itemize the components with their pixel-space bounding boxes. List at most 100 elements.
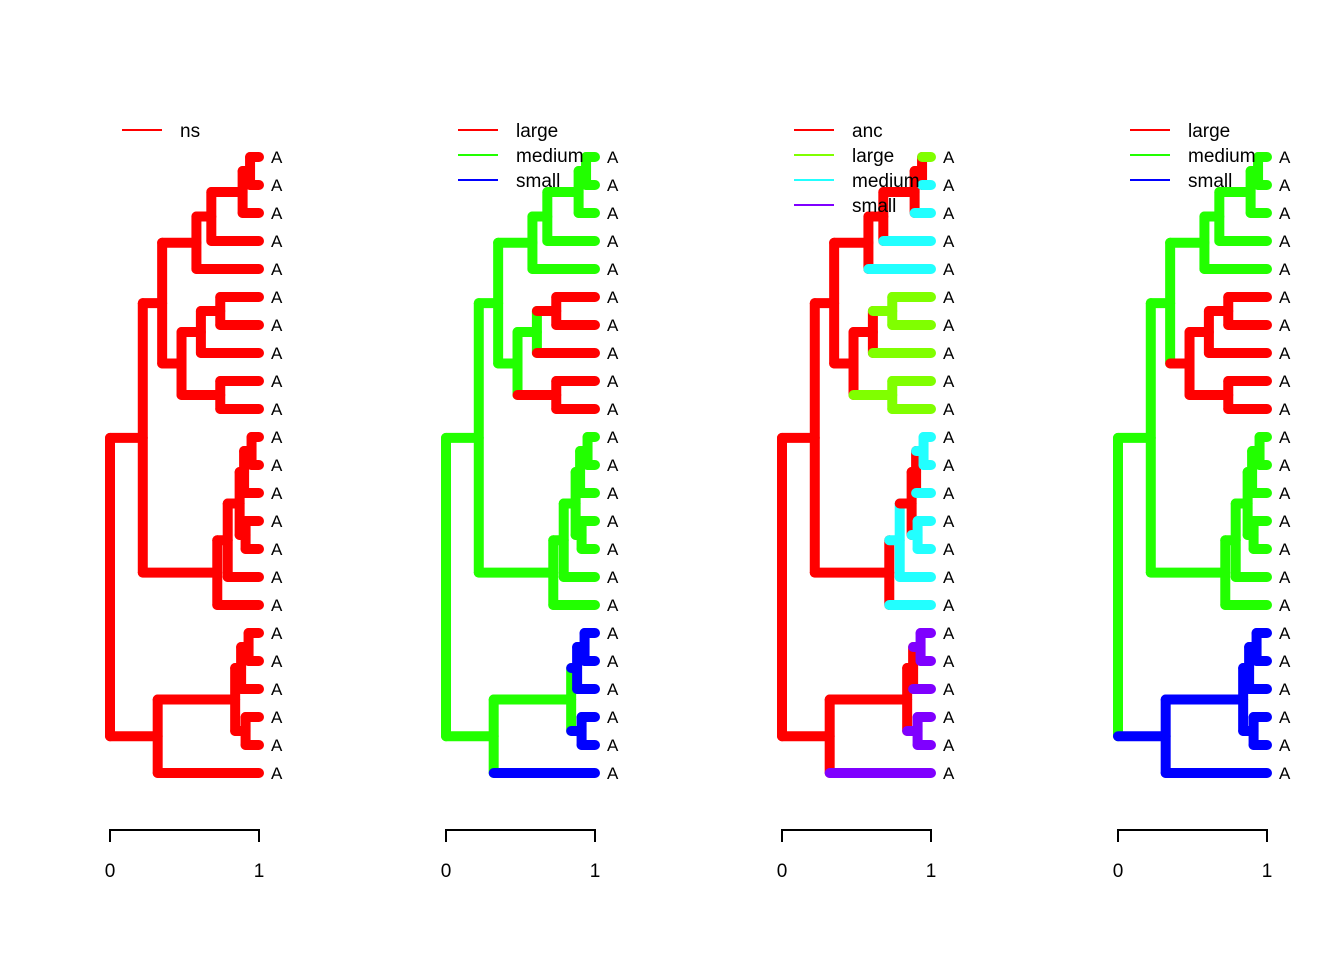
tip-label: A xyxy=(943,484,955,503)
tip-label: A xyxy=(943,512,955,531)
axis-tick-label: 0 xyxy=(777,861,788,882)
tree-panel-4: AAAAAAAAAAAAAAAAAAAAAAAlargemediumsmall0… xyxy=(1113,121,1291,882)
tip-label: A xyxy=(271,484,283,503)
tip-label: A xyxy=(1279,652,1291,671)
tip-label: A xyxy=(271,764,283,783)
axis-line xyxy=(445,829,596,842)
tip-label: A xyxy=(607,456,619,475)
tip-label: A xyxy=(943,260,955,279)
tip-label: A xyxy=(1279,680,1291,699)
tip-label: A xyxy=(1279,512,1291,531)
tip-label: A xyxy=(1279,204,1291,223)
tip-label: A xyxy=(271,568,283,587)
tip-label: A xyxy=(271,540,283,559)
tip-label: A xyxy=(271,624,283,643)
tip-label: A xyxy=(607,596,619,615)
axis-line xyxy=(109,829,260,842)
tip-label: A xyxy=(607,568,619,587)
tip-label: A xyxy=(943,148,955,167)
tip-label: A xyxy=(271,232,283,251)
legend-label: ns xyxy=(180,121,200,142)
tip-label: A xyxy=(1279,456,1291,475)
tip-label: A xyxy=(1279,232,1291,251)
tip-label: A xyxy=(1279,400,1291,419)
tip-label: A xyxy=(607,540,619,559)
tip-label: A xyxy=(607,232,619,251)
tip-label: A xyxy=(607,260,619,279)
axis-tick-label: 0 xyxy=(105,861,116,882)
axis-tick-label: 1 xyxy=(926,861,937,882)
legend-label: small xyxy=(852,196,896,217)
tip-label: A xyxy=(1279,764,1291,783)
tip-label: A xyxy=(943,232,955,251)
tip-label: A xyxy=(607,512,619,531)
tip-label: A xyxy=(607,400,619,419)
tip-label: A xyxy=(271,148,283,167)
tip-label: A xyxy=(1279,148,1291,167)
legend-label: medium xyxy=(1188,146,1256,167)
tip-label: A xyxy=(607,288,619,307)
axis-tick-label: 0 xyxy=(441,861,452,882)
legend-label: large xyxy=(852,146,894,167)
tip-label: A xyxy=(1279,344,1291,363)
tip-label: A xyxy=(943,344,955,363)
tip-label: A xyxy=(271,400,283,419)
tip-label: A xyxy=(271,176,283,195)
tip-label: A xyxy=(271,204,283,223)
tip-label: A xyxy=(943,540,955,559)
tip-label: A xyxy=(271,316,283,335)
tip-label: A xyxy=(607,652,619,671)
tip-label: A xyxy=(1279,484,1291,503)
tip-label: A xyxy=(271,652,283,671)
legend-label: medium xyxy=(852,171,920,192)
tip-label: A xyxy=(607,708,619,727)
legend-label: anc xyxy=(852,121,883,142)
tip-label: A xyxy=(943,400,955,419)
tip-label: A xyxy=(607,204,619,223)
tip-label: A xyxy=(271,596,283,615)
tip-label: A xyxy=(607,680,619,699)
tip-label: A xyxy=(607,764,619,783)
tip-label: A xyxy=(271,260,283,279)
tip-label: A xyxy=(943,680,955,699)
tip-label: A xyxy=(1279,568,1291,587)
tip-label: A xyxy=(1279,288,1291,307)
tip-label: A xyxy=(943,624,955,643)
axis-tick-label: 1 xyxy=(254,861,265,882)
tip-label: A xyxy=(271,428,283,447)
axis-tick-label: 1 xyxy=(590,861,601,882)
tip-label: A xyxy=(1279,736,1291,755)
tree-panel-2: AAAAAAAAAAAAAAAAAAAAAAAlargemediumsmall0… xyxy=(441,121,619,882)
tip-label: A xyxy=(271,736,283,755)
tip-label: A xyxy=(943,316,955,335)
legend-label: small xyxy=(516,171,560,192)
tip-label: A xyxy=(271,708,283,727)
tip-label: A xyxy=(943,652,955,671)
tip-label: A xyxy=(943,204,955,223)
tip-label: A xyxy=(271,344,283,363)
tip-label: A xyxy=(271,512,283,531)
tip-label: A xyxy=(943,568,955,587)
tip-label: A xyxy=(607,176,619,195)
tip-label: A xyxy=(943,736,955,755)
legend-label: small xyxy=(1188,171,1232,192)
tip-label: A xyxy=(943,288,955,307)
tip-label: A xyxy=(271,288,283,307)
tip-label: A xyxy=(1279,176,1291,195)
legend-label: large xyxy=(1188,121,1230,142)
tip-label: A xyxy=(1279,540,1291,559)
tip-label: A xyxy=(607,316,619,335)
tip-label: A xyxy=(607,148,619,167)
tip-label: A xyxy=(271,680,283,699)
tree-panel-3: AAAAAAAAAAAAAAAAAAAAAAAanclargemediumsma… xyxy=(777,121,955,882)
tip-label: A xyxy=(1279,372,1291,391)
tip-label: A xyxy=(607,372,619,391)
tip-label: A xyxy=(607,736,619,755)
tip-label: A xyxy=(1279,260,1291,279)
